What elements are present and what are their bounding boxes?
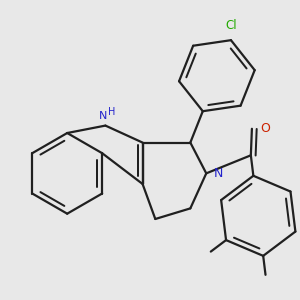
- Text: O: O: [260, 122, 270, 135]
- Text: Cl: Cl: [225, 19, 237, 32]
- Text: N: N: [99, 111, 107, 121]
- Text: N: N: [214, 167, 223, 180]
- Text: H: H: [108, 107, 116, 117]
